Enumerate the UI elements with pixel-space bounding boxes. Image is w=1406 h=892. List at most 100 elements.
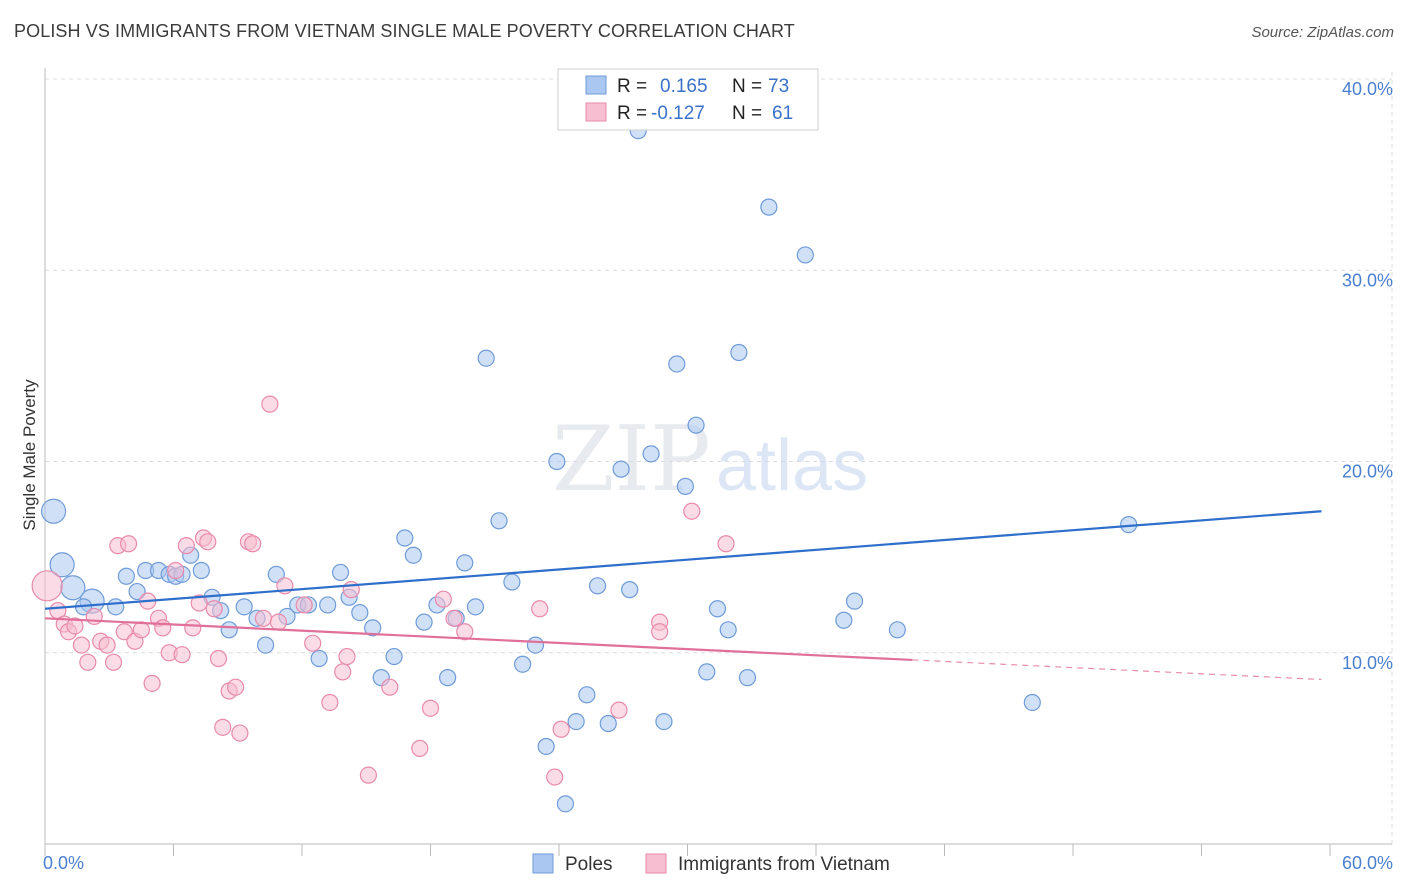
point-poles-24 [310,649,328,668]
point-poles-64 [738,669,757,687]
point-vietnam-4 [66,617,84,635]
point-vietnam-53 [546,768,564,786]
point-vietnam-39 [295,596,313,614]
point-vietnam-6 [79,653,97,671]
legend-n-label-vietnam: N = [732,103,762,124]
point-poles-61 [708,600,727,618]
gridlines [45,72,1393,844]
point-poles-39 [466,598,485,616]
point-vietnam-50 [445,609,463,627]
point-poles-70 [1023,693,1041,712]
point-poles-5 [107,598,125,616]
legend-box: R = 0.165 N = 73 R = -0.127 N = 61 [557,68,819,131]
legend-swatch-poles [585,75,607,95]
point-vietnam-55 [610,701,628,719]
point-poles-6 [117,567,135,585]
point-vietnam-51 [456,623,474,641]
point-vietnam-48 [421,699,440,717]
legend-r-value-vietnam: -0.127 [651,103,705,124]
point-poles-58 [676,477,694,495]
point-vietnam-17 [143,674,161,692]
trend-lines [44,510,1322,681]
point-vietnam-46 [381,678,399,696]
point-vietnam-33 [231,724,249,742]
x-tick-labels: 0.0% 60.0% [43,853,1393,873]
x-tick-label-1: 60.0% [1342,853,1393,873]
point-poles-40 [477,349,495,367]
point-vietnam-43 [338,647,356,666]
axes [44,68,1392,856]
y-axis-label: Single Male Poverty [20,379,39,531]
point-poles-48 [567,712,585,731]
point-poles-63 [730,343,748,362]
point-vietnam-21 [167,561,185,580]
point-poles-1 [49,552,75,578]
point-poles-51 [599,714,617,733]
point-vietnam-37 [261,395,279,413]
point-vietnam-0 [31,570,63,602]
bottom-legend-poles: Poles [565,854,613,875]
point-poles-49 [578,686,596,704]
point-poles-69 [888,621,906,639]
point-poles-28 [351,603,369,622]
point-vietnam-45 [359,766,377,784]
bottom-legend-vietnam: Immigrants from Vietnam [678,854,890,875]
point-poles-17 [235,598,253,616]
point-poles-57 [668,355,686,373]
point-vietnam-49 [434,590,452,608]
point-vietnam-22 [173,646,191,664]
point-poles-46 [548,452,566,471]
point-poles-45 [537,737,555,756]
point-poles-31 [385,647,403,666]
legend-n-value-poles: 73 [768,76,789,97]
point-vietnam-27 [199,533,217,551]
point-vietnam-47 [411,739,429,757]
point-poles-32 [396,529,414,547]
point-poles-62 [719,621,737,639]
legend-r-label-vietnam: R = [617,103,647,124]
point-vietnam-30 [214,718,232,736]
point-vietnam-32 [227,678,245,696]
point-poles-44 [526,636,545,654]
point-poles-7 [128,582,146,601]
legend-n-value-vietnam: 61 [772,103,793,124]
point-poles-19 [256,636,275,654]
point-poles-34 [415,613,433,631]
point-poles-65 [760,198,778,216]
point-poles-50 [588,577,607,595]
point-vietnam-54 [552,720,570,738]
legend-r-label-poles: R = [617,76,647,97]
bottom-legend: Poles Immigrants from Vietnam [532,853,890,875]
point-poles-59 [687,416,705,434]
point-poles-26 [331,563,350,582]
point-vietnam-57 [651,623,669,641]
point-poles-41 [490,512,508,530]
point-vietnam-5 [72,636,91,654]
point-vietnam-58 [683,502,701,520]
x-tick-label-0: 0.0% [43,853,84,873]
trend-line-dashed-vietnam [912,659,1322,681]
point-poles-60 [698,663,716,681]
point-poles-33 [404,546,422,564]
trend-line-vietnam [44,617,913,662]
point-poles-66 [796,246,814,264]
point-vietnam-29 [209,649,228,668]
point-poles-68 [845,592,864,610]
point-vietnam-15 [132,621,150,639]
trend-line-poles [44,510,1322,610]
point-vietnam-10 [104,653,123,671]
point-poles-55 [642,445,660,463]
bottom-legend-swatch-vietnam [645,853,667,874]
point-poles-42 [503,573,521,591]
point-vietnam-9 [98,636,116,654]
point-vietnam-60 [269,613,288,631]
watermark-zip: ZIP [552,407,711,512]
point-poles-20 [267,565,285,583]
point-poles-38 [456,554,474,572]
point-vietnam-36 [254,609,273,627]
point-vietnam-19 [154,619,172,637]
point-vietnam-23 [177,537,195,555]
point-vietnam-41 [321,693,339,712]
point-poles-25 [319,596,337,614]
